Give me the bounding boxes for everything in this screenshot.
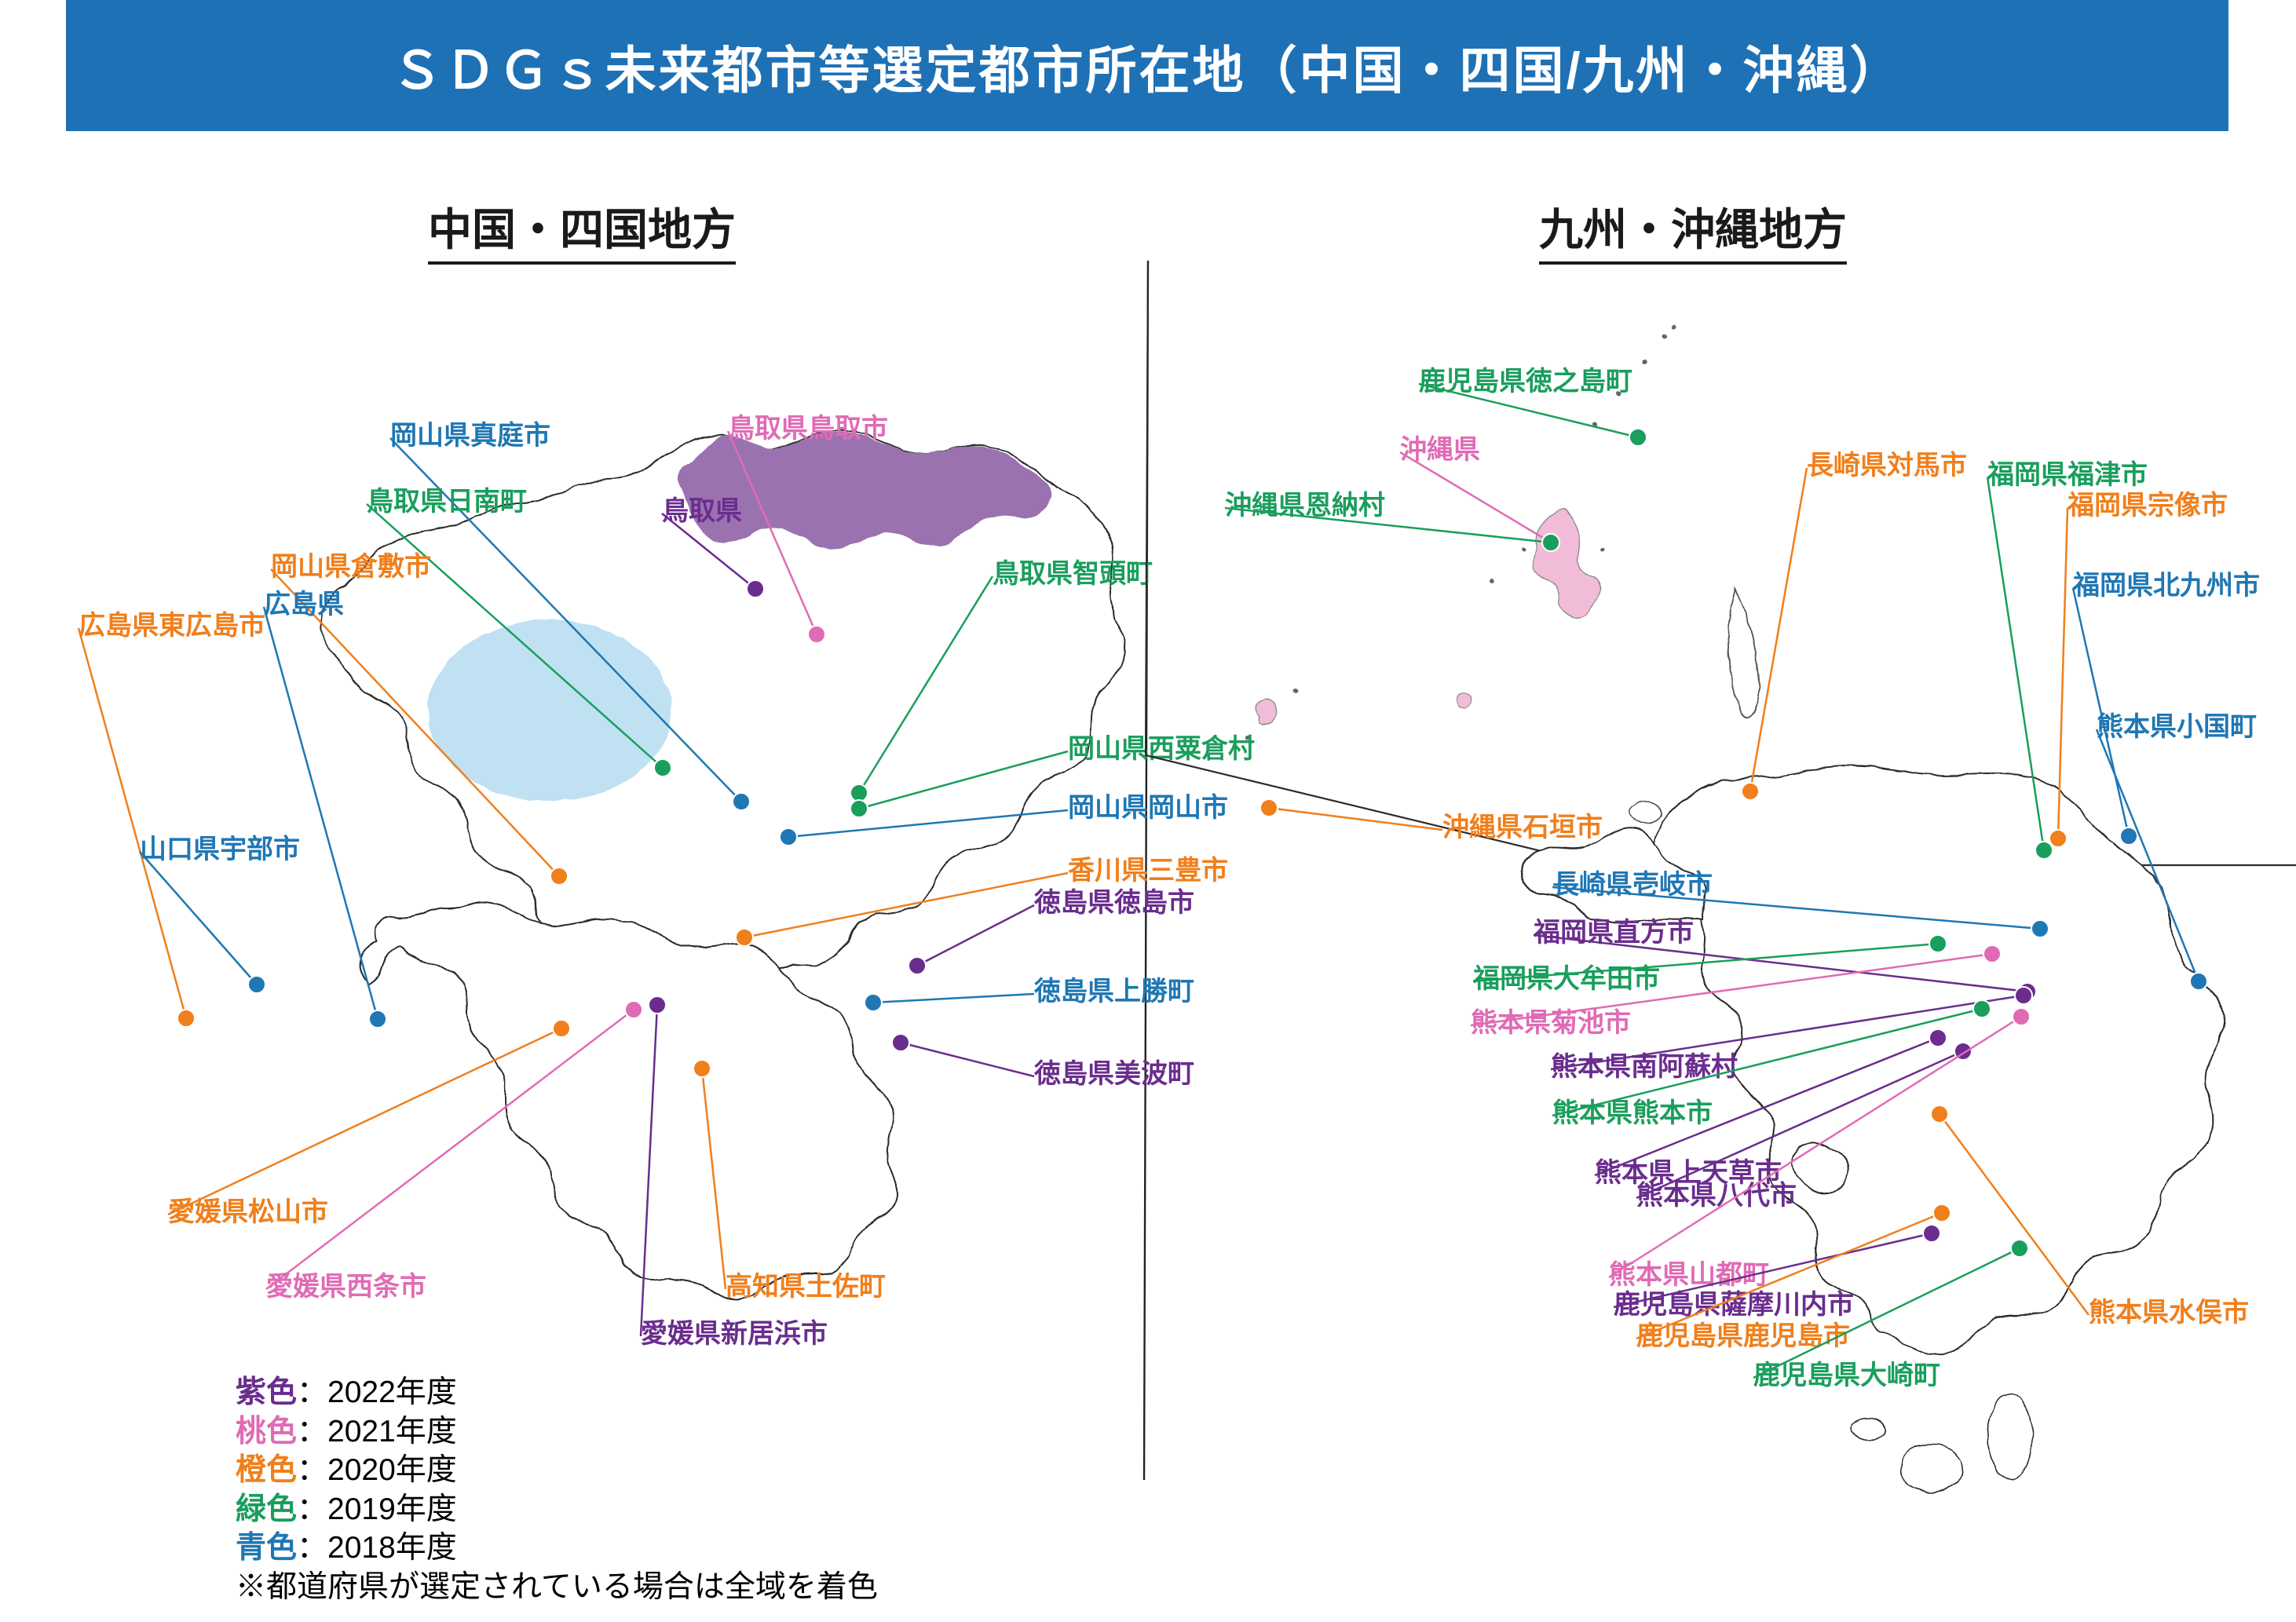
svg-text:福岡県北九州市: 福岡県北九州市 xyxy=(2072,570,2260,601)
svg-text:熊本県八代市: 熊本県八代市 xyxy=(1636,1180,1797,1211)
svg-text:熊本県熊本市: 熊本県熊本市 xyxy=(1552,1098,1713,1128)
svg-text:福岡県宗像市: 福岡県宗像市 xyxy=(2067,490,2228,521)
svg-text:福岡県福津市: 福岡県福津市 xyxy=(1987,459,2148,490)
svg-text:福岡県大牟田市: 福岡県大牟田市 xyxy=(1472,963,1660,994)
svg-text:長崎県対馬市: 長崎県対馬市 xyxy=(1807,450,1967,480)
svg-text:熊本県小国町: 熊本県小国町 xyxy=(2097,711,2257,742)
svg-text:沖縄県: 沖縄県 xyxy=(1400,435,1480,465)
svg-text:熊本県水俣市: 熊本県水俣市 xyxy=(2089,1297,2249,1328)
svg-text:沖縄県恩納村: 沖縄県恩納村 xyxy=(1225,491,1385,521)
svg-text:長崎県壱岐市: 長崎県壱岐市 xyxy=(1552,869,1713,900)
svg-text:沖縄県石垣市: 沖縄県石垣市 xyxy=(1442,812,1603,842)
svg-text:鹿児島県大崎町: 鹿児島県大崎町 xyxy=(1753,1361,1940,1390)
svg-text:鹿児島県徳之島町: 鹿児島県徳之島町 xyxy=(1419,367,1632,396)
svg-text:熊本県菊池市: 熊本県菊池市 xyxy=(1471,1007,1631,1038)
svg-text:福岡県直方市: 福岡県直方市 xyxy=(1533,917,1694,948)
svg-text:熊本県山都町: 熊本県山都町 xyxy=(1609,1259,1769,1290)
svg-text:鹿児島県薩摩川内市: 鹿児島県薩摩川内市 xyxy=(1614,1289,1854,1320)
